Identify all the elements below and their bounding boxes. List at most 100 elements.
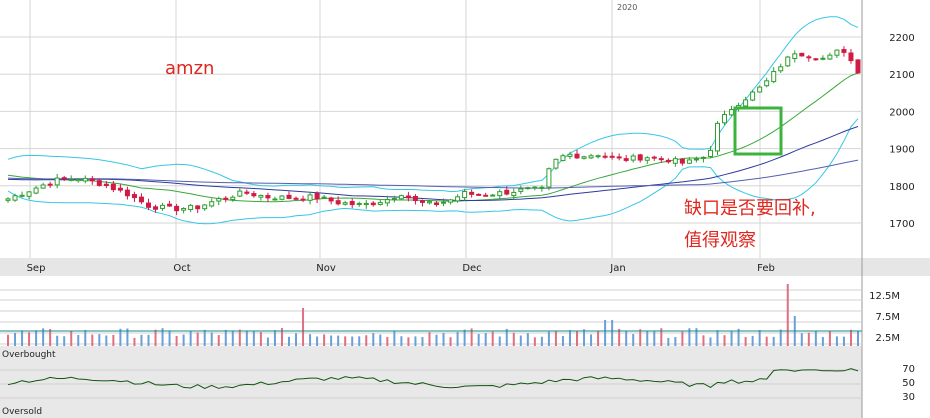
ma-blue-line — [7, 126, 859, 201]
volume-bar — [842, 336, 845, 346]
volume-bar — [435, 334, 438, 346]
volume-bar — [344, 336, 347, 346]
volume-bar — [744, 337, 747, 346]
candle-body — [5, 198, 11, 201]
volume-bar — [484, 332, 487, 346]
candle-body — [581, 156, 587, 159]
volume-bar — [547, 331, 550, 346]
volume-bar — [309, 334, 312, 346]
candle-body — [209, 201, 215, 207]
year-label: 2020 — [617, 3, 637, 12]
volume-bar — [814, 331, 817, 346]
volume-bar — [49, 329, 52, 346]
candle-body — [61, 177, 67, 180]
volume-bar — [611, 320, 614, 346]
candle-body — [75, 179, 81, 182]
candle-body — [68, 178, 74, 181]
candle-body — [26, 191, 32, 197]
volume-bar — [203, 329, 206, 346]
candle-body — [834, 49, 840, 56]
candle-body — [455, 196, 461, 202]
candle-body — [792, 53, 798, 59]
volume-bar — [14, 332, 17, 346]
candle-body — [265, 195, 271, 199]
price-axis: 1700 1800 1900 2000 2100 2200 — [889, 33, 914, 230]
candle-body — [349, 200, 355, 206]
ma-green-line — [7, 72, 859, 203]
volume-bar — [63, 336, 66, 346]
candle-body — [160, 204, 166, 209]
volume-bar — [316, 336, 319, 346]
oversold-label: Oversold — [2, 407, 42, 417]
candle-body — [279, 195, 285, 200]
volume-bar — [849, 329, 852, 346]
candle-body — [778, 66, 784, 72]
volume-bar — [618, 328, 621, 346]
volume-bar — [175, 335, 178, 346]
time-axis: Sep Oct Nov Dec Jan Feb — [27, 263, 775, 274]
candle-body — [715, 122, 721, 152]
volume-bar — [224, 329, 227, 346]
volume-bar — [210, 332, 213, 346]
candle-body — [771, 70, 777, 83]
candle-body — [490, 194, 496, 197]
candle-body — [321, 196, 327, 199]
volume-bar — [779, 329, 782, 346]
candle-body — [553, 158, 559, 169]
volume-bar — [681, 331, 684, 346]
volume-bar — [456, 331, 459, 346]
candle-body — [518, 188, 524, 192]
price-tick-label: 2000 — [889, 107, 914, 118]
volume-bar — [786, 284, 789, 346]
candle-body — [483, 194, 489, 197]
volume-bar — [21, 330, 24, 346]
volume-bar — [639, 329, 642, 346]
volume-bar — [653, 330, 656, 346]
candle-body — [412, 196, 418, 202]
candle-body — [89, 178, 95, 182]
volume-bar — [259, 332, 262, 346]
candle-body — [216, 198, 222, 202]
candle-body — [258, 194, 264, 198]
candle-body — [448, 199, 454, 203]
candle-body — [293, 197, 299, 200]
price-tick-label: 2200 — [889, 33, 914, 44]
volume-bar — [835, 336, 838, 346]
candle-body — [174, 205, 180, 212]
candle-body — [300, 198, 306, 201]
candle-body — [546, 168, 552, 188]
candle-body — [679, 158, 685, 164]
candle-body — [623, 158, 629, 161]
volume-bar — [554, 331, 557, 346]
volume-bar — [393, 331, 396, 346]
ma-slow-line — [7, 159, 859, 189]
candle-body — [855, 59, 861, 74]
volume-bar — [414, 336, 417, 346]
volume-bar — [533, 337, 536, 346]
candle-body — [335, 200, 341, 205]
month-label: Dec — [462, 263, 481, 274]
volume-bar — [302, 308, 305, 346]
candle-body — [96, 180, 102, 186]
volume-bar — [280, 328, 283, 346]
volume-bar — [168, 330, 171, 346]
price-tick-label: 2100 — [889, 70, 914, 81]
volume-bar — [597, 331, 600, 346]
osc-tick-50: 50 — [902, 378, 915, 389]
volume-bar — [7, 334, 9, 346]
volume-bar — [287, 336, 290, 346]
candle-body — [841, 49, 847, 53]
volume-tick-3: 2.5M — [875, 333, 900, 344]
volume-bar — [98, 334, 101, 346]
candle-body — [602, 155, 608, 158]
candle-body — [525, 187, 531, 190]
volume-bar — [231, 330, 234, 346]
volume-bar — [126, 328, 129, 346]
volume-bar — [421, 337, 424, 346]
candle-body — [693, 158, 699, 161]
candle-body — [799, 52, 805, 57]
volume-bar — [295, 333, 298, 346]
candle-body — [813, 58, 819, 61]
candle-body — [700, 156, 706, 159]
